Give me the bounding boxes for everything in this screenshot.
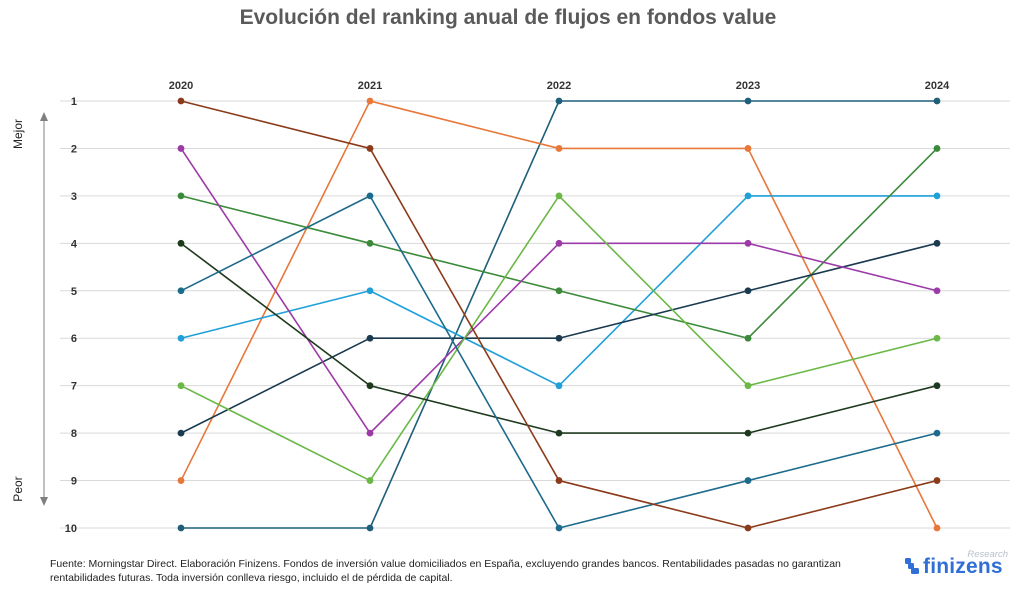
- x-tick-label: 2022: [547, 80, 571, 92]
- data-point: [555, 97, 563, 105]
- data-point: [744, 382, 752, 390]
- data-point: [555, 287, 563, 295]
- series-line: [181, 100, 937, 529]
- rank-direction-arrow: Mejor Peor: [11, 112, 48, 506]
- y-tick-label: 4: [71, 238, 78, 250]
- data-point: [366, 429, 374, 437]
- data-point: [366, 334, 374, 342]
- data-point: [366, 239, 374, 247]
- series-line: [180, 100, 938, 529]
- data-point: [744, 524, 752, 532]
- arrow-up-icon: [40, 112, 48, 121]
- data-point: [744, 287, 752, 295]
- data-point: [933, 524, 941, 532]
- data-point: [555, 192, 563, 200]
- arrow-down-icon: [40, 497, 48, 506]
- data-point: [177, 145, 185, 152]
- data-point: [933, 97, 941, 105]
- data-point: [366, 382, 374, 390]
- series-line: [180, 100, 938, 529]
- y-tick-label: 7: [71, 381, 77, 393]
- chart-title: Evolución del ranking anual de flujos en…: [239, 6, 777, 29]
- finizens-logo: Research finizens: [902, 549, 1014, 579]
- y-tick-label: 8: [71, 428, 77, 440]
- y-tick-label: 10: [65, 523, 77, 535]
- data-point: [933, 287, 941, 295]
- data-point: [555, 334, 563, 342]
- data-point: [555, 477, 563, 484]
- x-axis-labels: 2020 2021 2022 2023 2024: [169, 80, 950, 92]
- logo-name: finizens: [923, 555, 1003, 578]
- data-point: [177, 192, 185, 200]
- y-tick-label: 9: [71, 476, 77, 488]
- data-point: [744, 334, 752, 342]
- data-point: [177, 287, 185, 295]
- x-tick-label: 2024: [925, 80, 950, 92]
- x-tick-label: 2021: [358, 80, 382, 92]
- grid-lines: [60, 100, 1010, 529]
- data-point: [177, 382, 185, 390]
- y-axis-top-label: Mejor: [11, 119, 25, 149]
- data-point: [177, 524, 185, 532]
- data-point: [177, 477, 185, 484]
- source-footnote: Fuente: Morningstar Direct. Elaboración …: [50, 558, 841, 584]
- data-point: [744, 429, 752, 437]
- data-point: [366, 524, 374, 532]
- data-point: [366, 145, 374, 152]
- data-point: [744, 145, 752, 152]
- y-axis-labels: 1 2 3 4 5 6 7 8 9 10: [65, 96, 78, 535]
- y-axis-bottom-label: Peor: [11, 476, 25, 501]
- logo-research-label: Research: [967, 549, 1008, 560]
- data-point: [555, 145, 563, 152]
- data-point: [933, 477, 941, 484]
- data-point: [933, 382, 941, 390]
- series-lines: [180, 100, 938, 529]
- data-point: [177, 429, 185, 437]
- data-point: [744, 192, 752, 200]
- y-tick-label: 1: [71, 96, 77, 108]
- data-point: [366, 287, 374, 295]
- data-point: [933, 145, 941, 152]
- data-point: [177, 334, 185, 342]
- y-tick-label: 2: [71, 143, 77, 155]
- data-point: [177, 239, 185, 247]
- data-point: [555, 429, 563, 437]
- y-tick-label: 6: [71, 333, 77, 345]
- data-point: [555, 524, 563, 532]
- series-points: [177, 97, 941, 532]
- x-tick-label: 2020: [169, 80, 193, 92]
- y-tick-label: 3: [71, 191, 77, 203]
- y-tick-label: 5: [71, 286, 77, 298]
- data-point: [933, 239, 941, 247]
- data-point: [555, 382, 563, 390]
- data-point: [555, 239, 563, 247]
- data-point: [933, 192, 941, 200]
- data-point: [366, 192, 374, 200]
- finizens-mark-icon: [905, 558, 919, 574]
- data-point: [933, 334, 941, 342]
- data-point: [744, 97, 752, 105]
- data-point: [744, 477, 752, 484]
- x-tick-label: 2023: [736, 80, 760, 92]
- data-point: [744, 239, 752, 247]
- data-point: [366, 477, 374, 484]
- data-point: [177, 97, 185, 105]
- data-point: [366, 97, 374, 105]
- data-point: [933, 429, 941, 437]
